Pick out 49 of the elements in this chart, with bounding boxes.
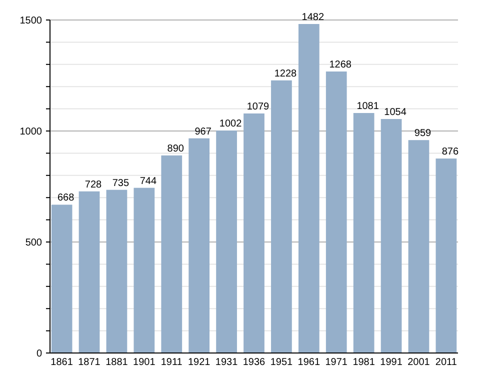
x-tick-label: 1951 — [270, 357, 294, 368]
data-label: 668 — [57, 192, 75, 204]
bar — [436, 158, 457, 353]
bar — [106, 190, 128, 353]
data-label: 1081 — [356, 101, 380, 112]
x-tick-label: 1991 — [380, 357, 403, 368]
bar — [353, 113, 374, 353]
bar — [134, 188, 155, 353]
y-tick-label: 0 — [36, 348, 42, 360]
bar — [161, 155, 182, 353]
data-label: 1002 — [219, 118, 242, 130]
x-tick-label: 1921 — [188, 357, 211, 368]
data-label: 1228 — [274, 68, 298, 80]
y-tick-label: 1000 — [20, 126, 42, 138]
bar — [326, 72, 347, 353]
data-label: 744 — [140, 176, 157, 187]
y-tick-label: 1500 — [20, 16, 42, 26]
x-tick-label: 1911 — [160, 357, 183, 368]
x-tick-label: 1981 — [352, 357, 376, 368]
data-label: 1268 — [329, 60, 352, 71]
x-tick-label: 1881 — [106, 357, 128, 368]
data-label: 1054 — [384, 107, 407, 118]
data-label: 890 — [167, 143, 184, 154]
x-tick-label: 1971 — [325, 357, 348, 368]
x-tick-label: 1871 — [78, 357, 101, 368]
data-label: 1482 — [302, 12, 324, 23]
x-tick-label: 1931 — [215, 357, 238, 368]
data-label: 967 — [194, 126, 212, 138]
data-label: 1079 — [246, 101, 270, 112]
x-tick-label: 2001 — [408, 357, 430, 368]
data-label: 876 — [442, 146, 459, 158]
x-tick-label: 2011 — [435, 357, 458, 368]
y-tick-label: 500 — [25, 238, 42, 248]
bar — [51, 204, 72, 353]
data-label: 728 — [84, 179, 102, 190]
bar — [216, 130, 237, 353]
bar — [188, 138, 210, 353]
bar — [380, 119, 402, 353]
data-label: 959 — [414, 128, 432, 140]
bar — [271, 80, 292, 353]
x-tick-label: 1936 — [242, 357, 266, 368]
x-tick-label: 1961 — [298, 357, 320, 368]
x-tick-label: 1861 — [50, 357, 74, 368]
data-label: 735 — [112, 178, 130, 189]
bar — [298, 24, 320, 353]
bar — [244, 113, 264, 353]
x-tick-label: 1901 — [133, 357, 156, 368]
bar — [408, 140, 430, 353]
bar — [78, 191, 100, 353]
